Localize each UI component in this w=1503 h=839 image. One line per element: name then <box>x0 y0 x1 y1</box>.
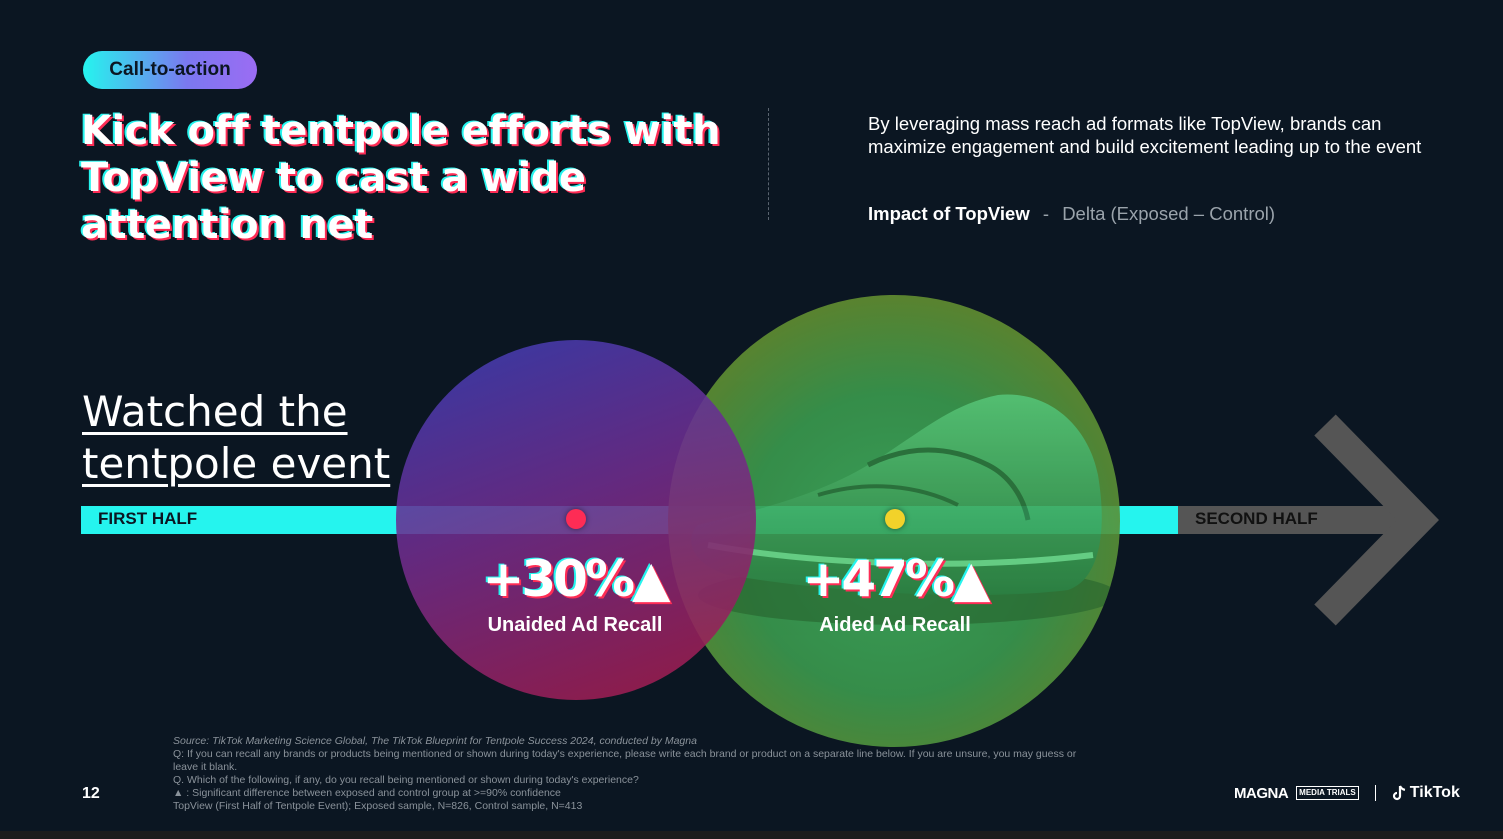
tiktok-wordmark: TikTok <box>1409 784 1460 801</box>
timeline-second-half-bar <box>1178 506 1408 534</box>
impact-separator: - <box>1042 203 1050 224</box>
header-divider <box>768 108 769 220</box>
logo-divider <box>1374 785 1376 801</box>
call-to-action-badge: Call-to-action <box>83 51 257 89</box>
unaided-recall-metric: +30%▲ Unaided Ad Recall <box>470 548 680 637</box>
timeline-arrow-icon <box>1314 414 1439 626</box>
bottom-strip <box>0 831 1503 839</box>
footer-logos: MAGNA MEDIA TRIALS TikTok <box>1234 784 1460 802</box>
unaided-recall-value: +30%▲ <box>482 550 670 608</box>
source-footnote: Source: TikTok Marketing Science Global,… <box>173 735 1103 813</box>
tiktok-note-icon <box>1392 785 1405 801</box>
intro-text: By leveraging mass reach ad formats like… <box>868 113 1422 157</box>
source-line-5: TopView (First Half of Tentpole Event); … <box>173 800 583 812</box>
watched-event-heading: Watched the tentpole event <box>82 387 391 488</box>
impact-label: Impact of TopView <box>868 203 1030 224</box>
tiktok-logo: TikTok <box>1392 784 1460 802</box>
page-number: 12 <box>82 785 100 802</box>
aided-recall-dot <box>885 509 905 529</box>
unaided-recall-label: Unaided Ad Recall <box>487 614 663 636</box>
media-trials-logo: MEDIA TRIALS <box>1296 786 1359 800</box>
aided-recall-metric: +47%▲ Aided Ad Recall <box>795 548 995 637</box>
source-line-2: Q: If you can recall any brands or produ… <box>173 748 1077 773</box>
aided-recall-value: +47%▲ <box>802 550 990 608</box>
first-half-label: FIRST HALF <box>98 509 198 528</box>
magna-logo: MAGNA <box>1234 784 1289 802</box>
source-line-4: ▲ : Significant difference between expos… <box>173 787 561 799</box>
unaided-recall-dot <box>566 509 586 529</box>
source-line-3: Q. Which of the following, if any, do yo… <box>173 774 639 786</box>
page-headline: Kick off tentpole efforts with TopView t… <box>81 108 721 248</box>
source-line-1: Source: TikTok Marketing Science Global,… <box>173 735 697 747</box>
sneaker-image <box>691 394 1118 625</box>
impact-line: Impact of TopView - Delta (Exposed – Con… <box>868 203 1275 225</box>
aided-recall-label: Aided Ad Recall <box>819 614 971 636</box>
second-half-label: SECOND HALF <box>1195 509 1318 528</box>
impact-detail: Delta (Exposed – Control) <box>1062 203 1276 224</box>
